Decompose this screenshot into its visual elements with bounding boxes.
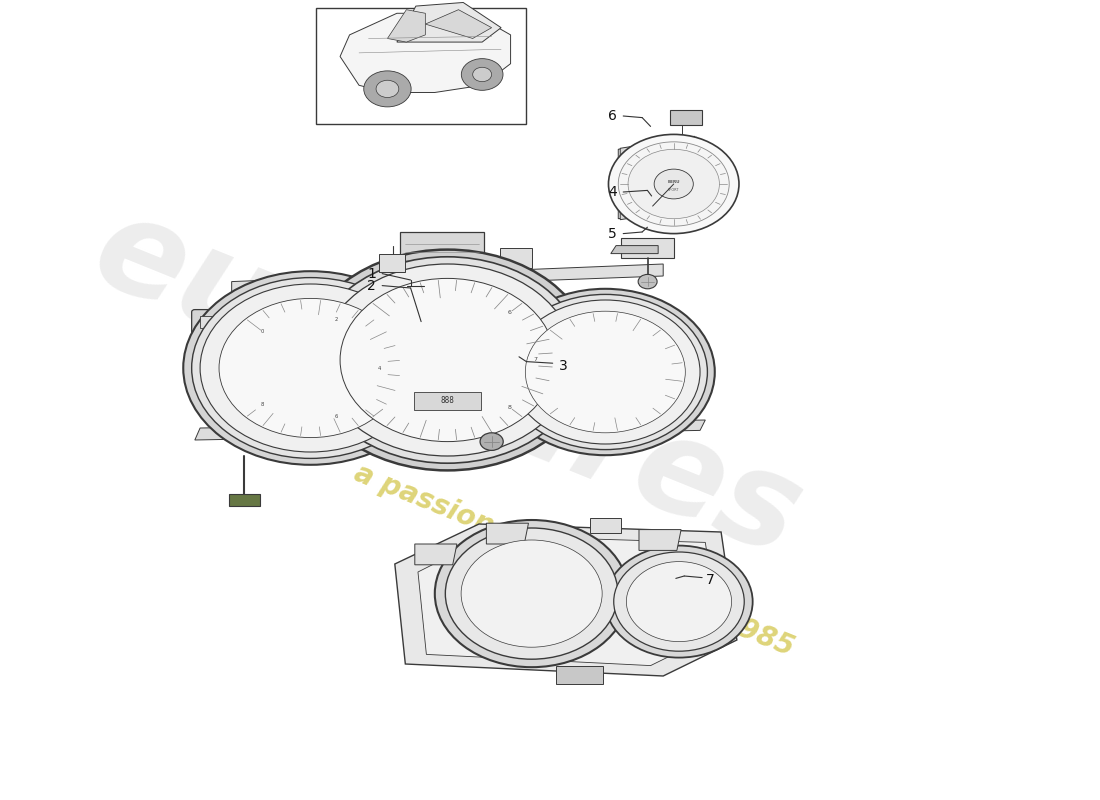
Ellipse shape xyxy=(608,134,739,234)
Polygon shape xyxy=(620,136,694,220)
Polygon shape xyxy=(232,264,663,292)
Text: 1: 1 xyxy=(367,266,376,281)
Circle shape xyxy=(364,71,411,107)
Text: 3: 3 xyxy=(559,358,568,373)
Circle shape xyxy=(526,311,685,433)
Text: BERU: BERU xyxy=(668,179,680,183)
Text: euroPares: euroPares xyxy=(76,185,818,583)
Polygon shape xyxy=(621,238,674,258)
Circle shape xyxy=(461,58,503,90)
Ellipse shape xyxy=(628,150,719,218)
Circle shape xyxy=(605,546,752,658)
FancyBboxPatch shape xyxy=(670,110,702,125)
Text: 8: 8 xyxy=(261,402,264,407)
Circle shape xyxy=(614,552,745,651)
Circle shape xyxy=(311,257,583,463)
Polygon shape xyxy=(387,10,426,42)
FancyBboxPatch shape xyxy=(229,494,260,506)
Circle shape xyxy=(654,169,693,199)
FancyBboxPatch shape xyxy=(400,232,484,280)
Polygon shape xyxy=(415,544,456,565)
Circle shape xyxy=(184,271,438,465)
FancyBboxPatch shape xyxy=(414,392,481,410)
Text: 8: 8 xyxy=(508,405,512,410)
Circle shape xyxy=(496,289,715,455)
Text: 4: 4 xyxy=(377,366,381,370)
FancyBboxPatch shape xyxy=(590,518,621,533)
Circle shape xyxy=(473,67,492,82)
Text: 7: 7 xyxy=(706,573,715,587)
Circle shape xyxy=(302,250,593,470)
Circle shape xyxy=(434,520,628,667)
Circle shape xyxy=(200,284,421,452)
Circle shape xyxy=(461,540,602,647)
Circle shape xyxy=(340,278,554,442)
Polygon shape xyxy=(195,420,705,440)
Circle shape xyxy=(480,433,503,450)
Polygon shape xyxy=(395,524,737,676)
FancyBboxPatch shape xyxy=(379,254,405,272)
FancyBboxPatch shape xyxy=(191,310,274,394)
FancyBboxPatch shape xyxy=(500,248,531,268)
Text: 7: 7 xyxy=(534,358,538,362)
Ellipse shape xyxy=(618,142,729,226)
Polygon shape xyxy=(340,14,510,93)
Circle shape xyxy=(191,278,429,458)
Text: 2: 2 xyxy=(367,278,376,293)
Text: 888: 888 xyxy=(440,396,454,406)
Polygon shape xyxy=(418,536,719,666)
Text: SPORT: SPORT xyxy=(668,188,680,192)
Polygon shape xyxy=(426,10,492,38)
Polygon shape xyxy=(397,2,502,42)
Text: 6: 6 xyxy=(608,109,617,123)
FancyBboxPatch shape xyxy=(316,8,527,124)
Circle shape xyxy=(321,264,574,456)
Text: a passion for parts since 1985: a passion for parts since 1985 xyxy=(350,458,798,662)
Text: 5: 5 xyxy=(608,226,617,241)
FancyBboxPatch shape xyxy=(200,316,221,328)
Text: 0: 0 xyxy=(261,329,264,334)
Text: 2: 2 xyxy=(336,318,339,322)
Circle shape xyxy=(503,294,707,450)
Circle shape xyxy=(219,298,403,438)
Circle shape xyxy=(446,528,618,659)
Circle shape xyxy=(376,80,399,98)
FancyBboxPatch shape xyxy=(230,320,245,328)
Circle shape xyxy=(510,300,700,444)
FancyBboxPatch shape xyxy=(556,666,603,684)
Text: 4: 4 xyxy=(608,185,617,199)
Polygon shape xyxy=(639,530,681,550)
Polygon shape xyxy=(618,138,696,218)
Circle shape xyxy=(626,562,732,642)
Text: 6: 6 xyxy=(508,310,512,315)
Text: 6: 6 xyxy=(336,414,339,418)
Polygon shape xyxy=(486,523,528,544)
Circle shape xyxy=(638,274,657,289)
Polygon shape xyxy=(610,246,658,254)
